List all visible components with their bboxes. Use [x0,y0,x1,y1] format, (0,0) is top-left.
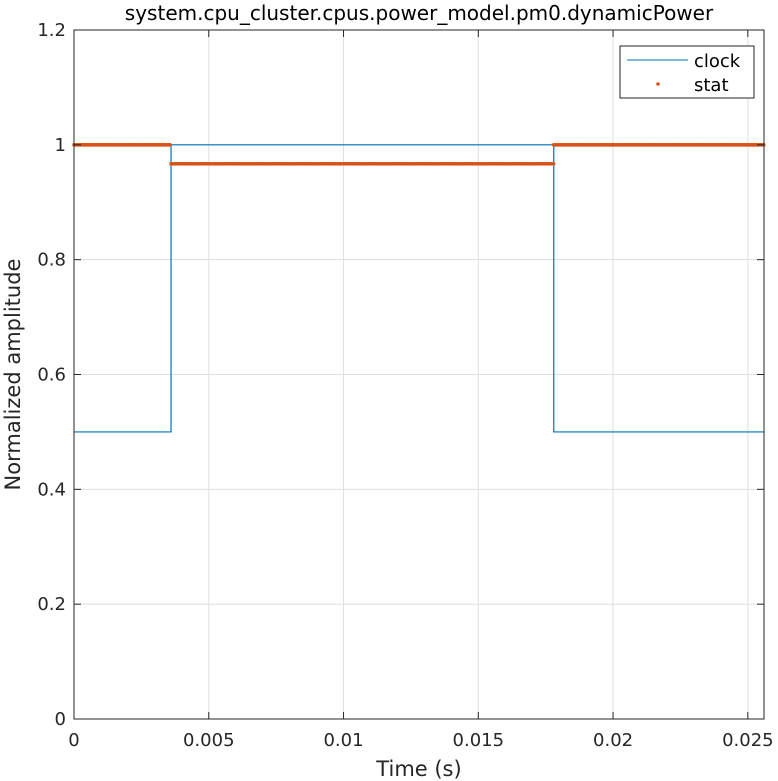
x-tick-label: 0 [68,730,79,751]
legend-label-stat: stat [694,75,729,96]
legend-label-clock: clock [694,51,741,72]
y-tick-label: 0.4 [37,479,66,500]
stat-point [168,143,172,147]
y-tick-label: 1 [55,135,66,156]
y-tick-label: 0.8 [37,250,66,271]
y-axis-label: Normalized amplitude [1,259,25,491]
x-tick-label: 0.01 [323,730,363,751]
y-tick-label: 0.2 [37,594,66,615]
legend-box [619,45,755,99]
series-layer [72,143,766,433]
y-tick-label: 0 [55,709,66,730]
legend: clock stat [619,45,755,99]
x-tick-label: 0.02 [593,730,633,751]
y-tick-label: 1.2 [37,20,66,41]
series-stat-segment [169,161,556,166]
series-clock-line [74,144,764,433]
x-axis-label: Time (s) [375,757,461,781]
legend-swatch-stat [656,82,660,86]
series-stat-segment [72,143,172,147]
tick-marks [73,29,764,720]
x-tick-label: 0.025 [722,730,774,751]
y-tick-label: 0.6 [37,365,66,386]
stat-point [551,161,556,166]
chart-title: system.cpu_cluster.cpus.power_model.pm0.… [125,1,714,25]
series-stat-segment [551,143,766,147]
x-tick-label: 0.005 [183,730,235,751]
x-tick-label: 0.015 [453,730,505,751]
tick-labels: 0 0.005 0.01 0.015 0.02 0.025 0 0.2 0.4 0.6 0.8 1 1.… [37,20,773,751]
